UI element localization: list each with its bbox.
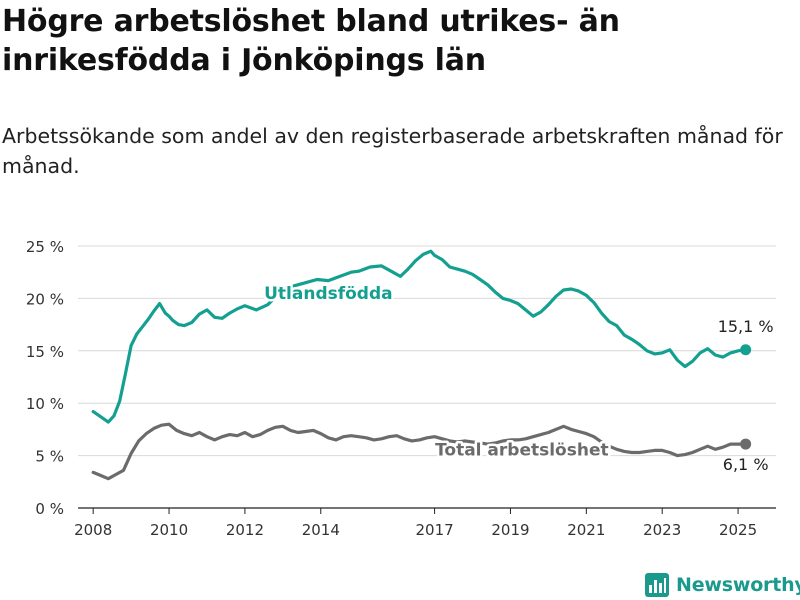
- y-axis: 0 % 5 % 10 % 15 % 20 % 25 %: [26, 238, 64, 518]
- series-line-total-arbetsl-shet: [91, 422, 748, 481]
- x-tick-label: 2023: [643, 521, 681, 539]
- y-tick-label: 25 %: [26, 238, 64, 256]
- y-tick-label: 10 %: [26, 395, 64, 413]
- end-value-label: 15,1 %: [718, 317, 774, 336]
- x-tick-label: 2014: [302, 521, 340, 539]
- annotations: Utlandsfödda Total arbetslöshet: [262, 282, 611, 463]
- end-value-label: 6,1 %: [723, 455, 769, 474]
- gridlines: [78, 245, 776, 509]
- y-tick-label: 5 %: [35, 448, 64, 466]
- x-tick-label: 2010: [150, 521, 188, 539]
- x-tick-label: 2021: [567, 521, 605, 539]
- brand-logo: Newsworthy: [644, 570, 800, 600]
- y-tick-label: 15 %: [26, 343, 64, 361]
- x-tick-label: 2008: [74, 521, 112, 539]
- x-tick-label: 2017: [415, 521, 453, 539]
- series-line-utlandsf-dda: [91, 249, 748, 424]
- y-tick-label: 0 %: [35, 500, 64, 518]
- series-label: Utlandsfödda: [264, 284, 393, 304]
- chart-subtitle: Arbetssökande som andel av den registerb…: [2, 124, 783, 178]
- x-axis: 2008 2010 2012 2014 2017 2019 2021 2023 2025: [74, 508, 757, 539]
- series-group: 15,1 % 6,1 %: [91, 249, 774, 481]
- series-label: Total arbetslöshet: [435, 440, 609, 460]
- newsworthy-logo-icon: [645, 573, 669, 597]
- x-tick-label: 2025: [719, 521, 757, 539]
- x-tick-label: 2019: [491, 521, 529, 539]
- brand-name: Newsworthy: [676, 574, 800, 596]
- series-end-point: [740, 438, 752, 450]
- x-tick-label: 2012: [226, 521, 264, 539]
- y-tick-label: 20 %: [26, 290, 64, 308]
- series-end-point: [740, 344, 752, 356]
- chart-title: Högre arbetslöshet bland utrikes- än inr…: [2, 4, 620, 78]
